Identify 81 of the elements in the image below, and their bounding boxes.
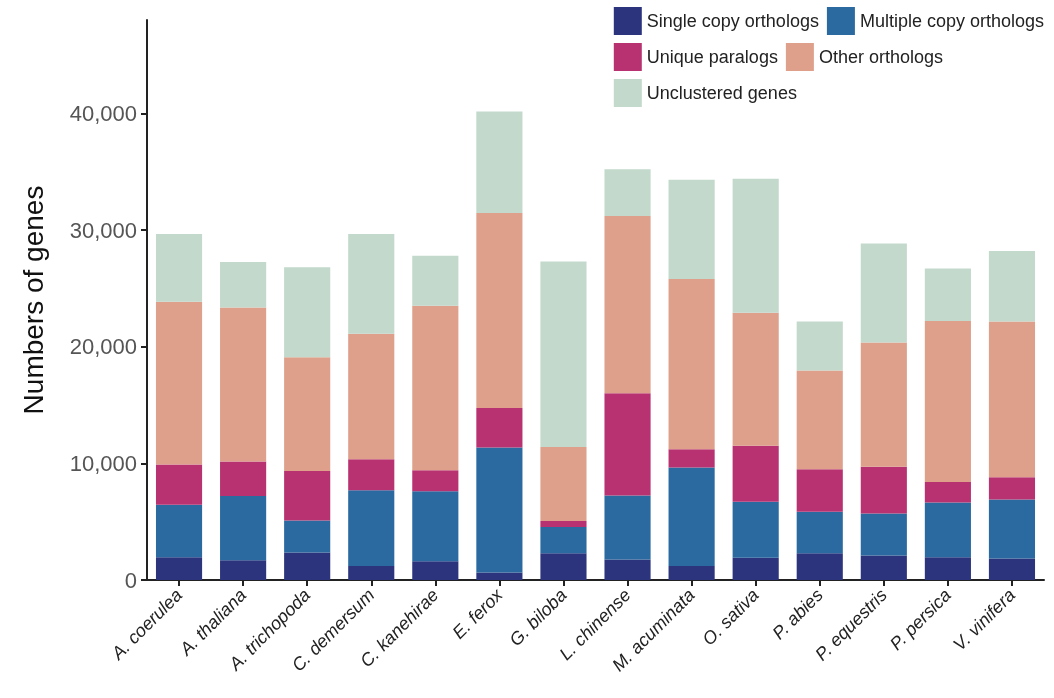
- bar: [476, 447, 523, 573]
- bar: [284, 357, 331, 471]
- bar: [668, 449, 715, 468]
- bar: [924, 482, 971, 503]
- bar: [155, 504, 203, 558]
- bar: [412, 470, 459, 492]
- bar: [476, 407, 523, 448]
- bar: [988, 477, 1036, 500]
- bar: [732, 501, 779, 558]
- bar: [860, 513, 907, 556]
- bar: [412, 305, 459, 471]
- bar: [796, 511, 843, 554]
- bar: [412, 491, 459, 562]
- y-tick-label: 0: [124, 567, 137, 593]
- y-tick-label: 40,000: [69, 100, 137, 126]
- bar: [412, 255, 459, 306]
- bar: [476, 572, 523, 580]
- bar: [220, 307, 267, 462]
- bar: [924, 321, 971, 482]
- bar: [604, 393, 651, 496]
- bar: [604, 559, 651, 580]
- bar: [476, 111, 523, 214]
- bar: [668, 179, 715, 279]
- bar: [796, 553, 843, 580]
- bar: [348, 333, 395, 460]
- bar: [155, 301, 203, 465]
- bar: [732, 445, 779, 502]
- bar: [860, 342, 907, 467]
- bar: [540, 526, 587, 554]
- bar: [284, 552, 331, 580]
- legend-label: Unclustered genes: [646, 83, 797, 103]
- bar: [155, 234, 203, 302]
- bar: [860, 555, 907, 580]
- bar: [924, 557, 971, 580]
- y-tick-label: 20,000: [69, 334, 137, 360]
- y-tick-label: 30,000: [69, 217, 137, 243]
- legend-label: Unique paralogs: [646, 47, 778, 67]
- bar: [988, 251, 1036, 322]
- y-axis-title: Numbers of genes: [17, 185, 49, 415]
- bar: [348, 459, 395, 491]
- bar: [220, 262, 267, 308]
- bar: [284, 267, 331, 358]
- bar: [668, 467, 715, 566]
- bar: [732, 312, 779, 446]
- bar: [732, 178, 779, 313]
- bar: [988, 321, 1036, 478]
- bar: [284, 520, 331, 553]
- bar: [796, 321, 843, 371]
- legend-label: Multiple copy orthologs: [859, 11, 1045, 31]
- legend-label: Other orthologs: [818, 47, 943, 67]
- legend-label: Single copy orthologs: [646, 11, 819, 31]
- bar: [860, 243, 907, 343]
- bar: [412, 561, 459, 580]
- bar: [476, 213, 523, 408]
- bar: [924, 502, 971, 558]
- bar: [732, 557, 779, 580]
- bar: [668, 279, 715, 450]
- bar: [796, 469, 843, 512]
- bar: [988, 558, 1036, 580]
- bar: [668, 566, 715, 580]
- bar: [155, 557, 203, 580]
- bar: [155, 464, 203, 505]
- y-tick-label: 10,000: [69, 450, 137, 476]
- bar: [220, 560, 267, 580]
- bar: [604, 169, 651, 216]
- bar: [348, 566, 395, 580]
- bar: [220, 461, 267, 496]
- bar: [604, 495, 651, 560]
- bar: [540, 521, 587, 527]
- bar: [348, 490, 395, 566]
- bar: [604, 216, 651, 394]
- bar: [860, 466, 907, 514]
- bar: [540, 447, 587, 522]
- bar: [284, 470, 331, 521]
- bar: [924, 268, 971, 321]
- bar: [220, 496, 267, 561]
- bar: [348, 234, 395, 334]
- bar: [540, 553, 587, 580]
- bar: [796, 370, 843, 470]
- bar: [540, 261, 587, 447]
- bar: [988, 499, 1036, 559]
